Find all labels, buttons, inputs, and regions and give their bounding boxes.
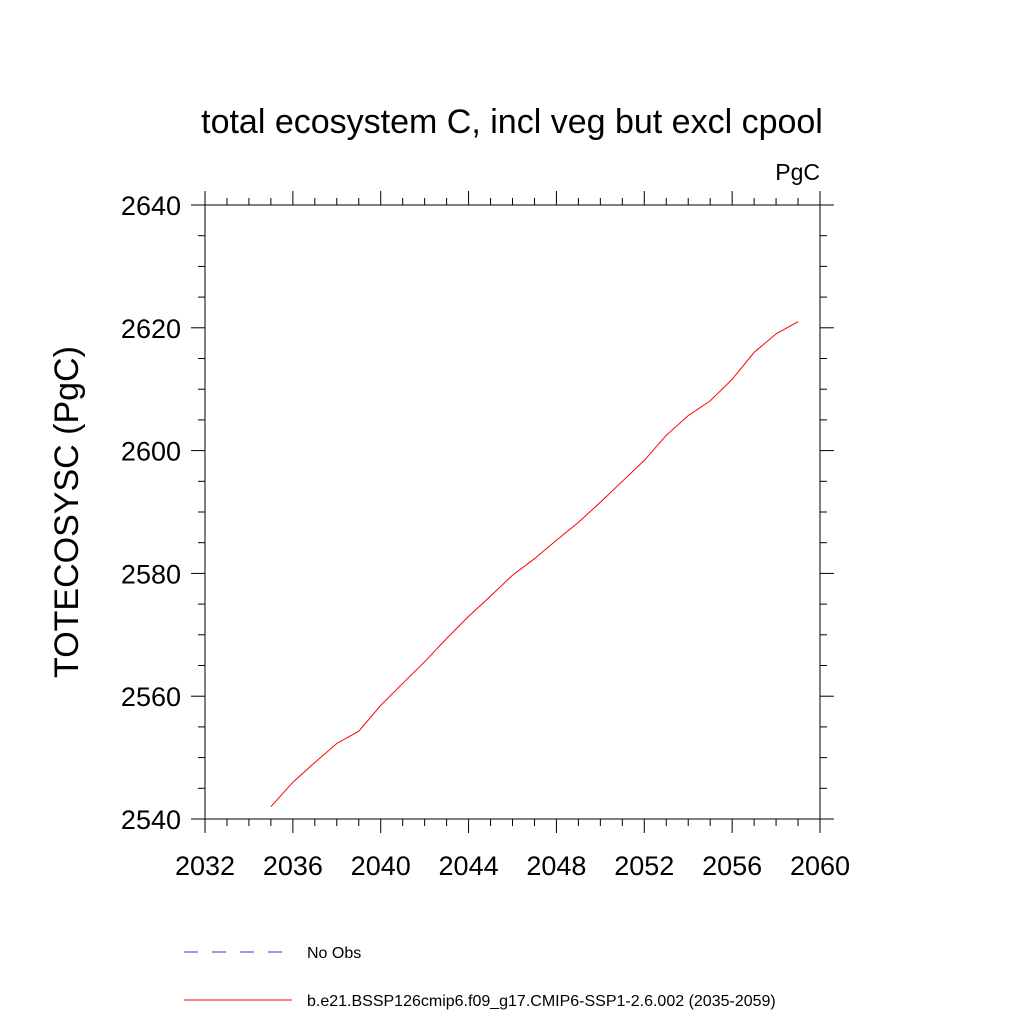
legend-label: b.e21.BSSP126cmip6.f09_g17.CMIP6-SSP1-2.… (307, 993, 776, 1010)
y-axis-label: TOTECOSYSC (PgC) (48, 346, 86, 678)
chart-title: total ecosystem C, incl veg but excl cpo… (201, 103, 823, 141)
x-tick-label: 2056 (702, 851, 762, 881)
series-layer (270, 321, 799, 808)
y-tick-label: 2580 (121, 559, 181, 589)
plot-frame (204, 204, 821, 820)
y-tick-label: 2620 (121, 314, 181, 344)
x-tick-label: 2036 (263, 851, 323, 881)
y-tick-label: 2600 (121, 437, 181, 467)
series-line (270, 321, 799, 808)
units-label: PgC (775, 159, 820, 185)
x-tick-label: 2060 (790, 851, 850, 881)
x-tick-label: 2044 (439, 851, 499, 881)
legend-label: No Obs (307, 945, 361, 962)
y-tick-label: 2640 (121, 191, 181, 221)
y-tick-label: 2560 (121, 682, 181, 712)
x-tick-label: 2040 (351, 851, 411, 881)
y-tick-label: 2540 (121, 805, 181, 835)
x-tick-label: 2048 (526, 851, 586, 881)
axis-ticks: 2032 2036 2040 2044 2048 2052 2056 2060 2540 2560… (121, 191, 850, 881)
legend: No Obs b.e21.BSSP126cmip6.f09_g17.CMIP6-S… (184, 945, 776, 1010)
x-tick-label: 2032 (175, 851, 235, 881)
x-tick-label: 2052 (614, 851, 674, 881)
